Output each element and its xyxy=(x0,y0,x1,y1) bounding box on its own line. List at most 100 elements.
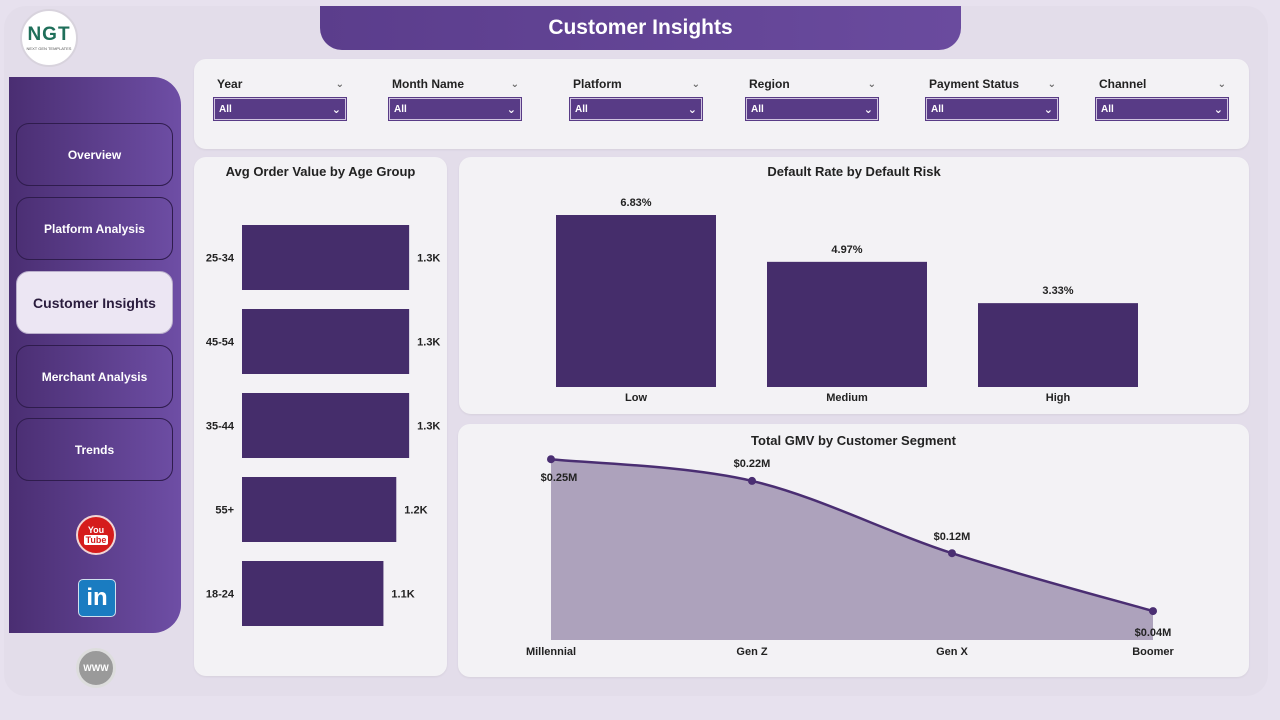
page-title-text: Customer Insights xyxy=(548,16,733,39)
filters-panel: Year ⌄ All ⌄ Month Name ⌄ All ⌄ Platform ⌄ Al… xyxy=(194,59,1249,149)
gmv-area-fill xyxy=(551,459,1153,640)
default-rate-bar-Medium xyxy=(767,261,927,387)
default-rate-data-label-Low: 6.83% xyxy=(620,197,651,209)
gmv-point-Millennial xyxy=(547,455,555,464)
default-rate-bar-Low xyxy=(556,215,716,387)
aov-data-label-25-34: 1.3K xyxy=(417,253,440,265)
chevron-down-icon[interactable]: ⌄ xyxy=(335,78,344,90)
gmv-data-label-Boomer: $0.04M xyxy=(1135,627,1172,639)
logo-subtext: NEXT GEN TEMPLATES xyxy=(26,46,72,51)
chevron-down-icon: ⌄ xyxy=(331,103,341,116)
chevron-down-icon[interactable]: ⌄ xyxy=(1047,78,1056,90)
gmv-data-label-Gen X: $0.12M xyxy=(934,531,971,543)
aov-bar-35-44 xyxy=(242,393,410,458)
chevron-down-icon[interactable]: ⌄ xyxy=(691,78,700,90)
default-rate-card: Default Rate by Default Risk 6.83% Low 4.9… xyxy=(459,157,1249,414)
logo-text: NGT xyxy=(27,24,71,45)
chevron-down-icon[interactable]: ⌄ xyxy=(510,78,519,90)
nav-platform-analysis-button[interactable]: Platform Analysis xyxy=(16,197,173,260)
youtube-text-tube: Tube xyxy=(83,535,109,545)
avg-order-value-card: Avg Order Value by Age Group 25-34 1.3K 45… xyxy=(194,157,447,676)
chevron-down-icon[interactable]: ⌄ xyxy=(867,78,876,90)
filter-payment-label: Payment Status xyxy=(929,77,1020,91)
default-rate-data-label-Medium: 4.97% xyxy=(831,244,862,256)
youtube-text-you: You xyxy=(87,525,105,535)
gmv-data-label-Gen Z: $0.22M xyxy=(734,458,771,470)
chevron-down-icon: ⌄ xyxy=(1213,103,1223,116)
avg-order-value-chart: 25-34 1.3K 45-54 1.3K 35-44 1.3K 55+ 1.2K 18-24 1… xyxy=(206,225,440,626)
filter-platform-value: All xyxy=(575,103,588,115)
segment-label-Gen Z: Gen Z xyxy=(736,646,767,658)
filter-month-value: All xyxy=(394,103,407,115)
risk-label-High: High xyxy=(1046,392,1071,404)
gmv-segment-chart: $0.25M Millennial $0.22M Gen Z $0.12M Gen X $0… xyxy=(526,455,1174,658)
www-text: WWW xyxy=(83,663,109,673)
chevron-down-icon: ⌄ xyxy=(863,103,873,116)
filter-region-label: Region xyxy=(749,77,790,91)
filter-year-value: All xyxy=(219,103,232,115)
age-group-label-18-24: 18-24 xyxy=(206,589,235,601)
gmv-point-Boomer xyxy=(1149,607,1157,616)
chevron-down-icon: ⌄ xyxy=(506,103,516,116)
age-group-label-35-44: 35-44 xyxy=(206,421,235,433)
linkedin-icon[interactable]: in xyxy=(78,579,116,617)
filter-platform: Platform ⌄ All ⌄ xyxy=(569,75,703,121)
risk-label-Medium: Medium xyxy=(826,392,868,404)
filter-region: Region ⌄ All ⌄ xyxy=(745,75,879,121)
filter-channel-label: Channel xyxy=(1099,77,1147,91)
filter-month-label: Month Name xyxy=(392,77,464,91)
default-rate-chart: 6.83% Low 4.97% Medium 3.33% High xyxy=(556,197,1138,404)
default-rate-bar-High xyxy=(978,303,1138,387)
filter-region-value: All xyxy=(751,103,764,115)
segment-label-Gen X: Gen X xyxy=(936,646,968,658)
filter-year: Year ⌄ All ⌄ xyxy=(213,75,347,121)
aov-data-label-35-44: 1.3K xyxy=(417,421,440,433)
filter-platform-label: Platform xyxy=(573,77,622,91)
gmv-data-label-Millennial: $0.25M xyxy=(541,472,578,484)
aov-data-label-45-54: 1.3K xyxy=(417,337,440,349)
age-group-label-45-54: 45-54 xyxy=(206,337,235,349)
ngt-logo[interactable]: NGT NEXT GEN TEMPLATES xyxy=(20,9,78,67)
nav-overview-button[interactable]: Overview xyxy=(16,123,173,186)
filter-platform-select[interactable]: All ⌄ xyxy=(569,97,703,121)
filter-payment-status: Payment Status ⌄ All ⌄ xyxy=(925,75,1059,121)
linkedin-text: in xyxy=(86,584,108,611)
filter-channel-select[interactable]: All ⌄ xyxy=(1095,97,1229,121)
age-group-label-25-34: 25-34 xyxy=(206,253,235,265)
gmv-segment-title: Total GMV by Customer Segment xyxy=(751,433,956,448)
aov-bar-55+ xyxy=(242,477,397,542)
youtube-icon[interactable]: You Tube xyxy=(76,515,116,555)
aov-bar-25-34 xyxy=(242,225,410,290)
sidebar: Overview Platform Analysis Customer Insi… xyxy=(9,77,181,633)
filter-channel-value: All xyxy=(1101,103,1114,115)
segment-label-Millennial: Millennial xyxy=(526,646,576,658)
filter-payment-select[interactable]: All ⌄ xyxy=(925,97,1059,121)
gmv-segment-card: Total GMV by Customer Segment $0.25M Mill… xyxy=(458,424,1249,677)
risk-label-Low: Low xyxy=(625,392,647,404)
chevron-down-icon: ⌄ xyxy=(1043,103,1053,116)
filter-channel: Channel ⌄ All ⌄ xyxy=(1095,75,1229,121)
bottom-strip xyxy=(0,715,1280,720)
aov-bar-18-24 xyxy=(242,561,384,626)
page-title: Customer Insights xyxy=(320,6,961,50)
age-group-label-55+: 55+ xyxy=(215,505,234,517)
segment-label-Boomer: Boomer xyxy=(1132,646,1174,658)
filter-region-select[interactable]: All ⌄ xyxy=(745,97,879,121)
gmv-point-Gen Z xyxy=(748,476,756,485)
aov-bar-45-54 xyxy=(242,309,410,374)
website-globe-icon[interactable]: WWW xyxy=(76,648,116,688)
nav-trends-button[interactable]: Trends xyxy=(16,418,173,481)
default-rate-data-label-High: 3.33% xyxy=(1042,285,1073,297)
gmv-series-line xyxy=(550,457,1154,613)
filter-month-name: Month Name ⌄ All ⌄ xyxy=(388,75,522,121)
gmv-point-Gen X xyxy=(948,549,956,558)
nav-customer-insights-button[interactable]: Customer Insights xyxy=(16,271,173,334)
filter-year-select[interactable]: All ⌄ xyxy=(213,97,347,121)
aov-data-label-18-24: 1.1K xyxy=(391,589,414,601)
filter-month-select[interactable]: All ⌄ xyxy=(388,97,522,121)
filter-year-label: Year xyxy=(217,77,243,91)
avg-order-value-title: Avg Order Value by Age Group xyxy=(225,164,416,179)
chevron-down-icon[interactable]: ⌄ xyxy=(1217,78,1226,90)
aov-data-label-55+: 1.2K xyxy=(404,505,427,517)
nav-merchant-analysis-button[interactable]: Merchant Analysis xyxy=(16,345,173,408)
